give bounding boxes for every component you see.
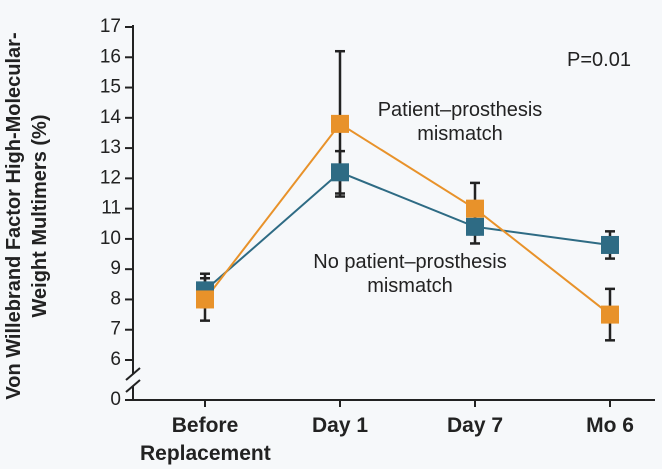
marker	[466, 199, 484, 218]
y-tick-label: 9	[110, 258, 121, 279]
marker	[331, 114, 349, 133]
x-tick-label: Before Replacement	[140, 414, 271, 465]
y-tick-label: 7	[110, 319, 121, 340]
series-label: Patient–prosthesis mismatch	[377, 99, 543, 145]
marker	[466, 217, 484, 236]
y-tick-label: 12	[100, 167, 121, 188]
x-tick-label: Day 7	[446, 414, 504, 437]
y-tick-label: 0	[110, 389, 121, 410]
y-axis-label: Von Willebrand Factor High-Molecular-Wei…	[3, 32, 51, 400]
y-tick-label: 14	[100, 107, 122, 128]
y-tick-label: 10	[100, 228, 121, 249]
annotation: P=0.01	[567, 49, 631, 71]
y-tick-label: 8	[110, 288, 121, 309]
x-tick-label: Mo 6	[586, 414, 634, 437]
marker	[601, 235, 619, 254]
marker	[331, 163, 349, 182]
y-tick-label: 17	[100, 16, 121, 37]
series-line	[204, 171, 611, 292]
axis-break	[125, 379, 141, 393]
series-line	[204, 122, 611, 316]
axis-break	[125, 367, 141, 381]
series-label: No patient–prosthesis mismatch	[313, 251, 507, 297]
x-tick-label: Day 1	[311, 414, 369, 437]
y-tick-label: 15	[100, 77, 121, 98]
y-tick-label: 6	[110, 349, 121, 370]
y-tick-label: 16	[100, 46, 121, 67]
marker	[601, 305, 619, 324]
y-tick-label: 13	[100, 137, 121, 158]
y-tick-label: 11	[101, 198, 121, 219]
marker	[196, 290, 214, 309]
